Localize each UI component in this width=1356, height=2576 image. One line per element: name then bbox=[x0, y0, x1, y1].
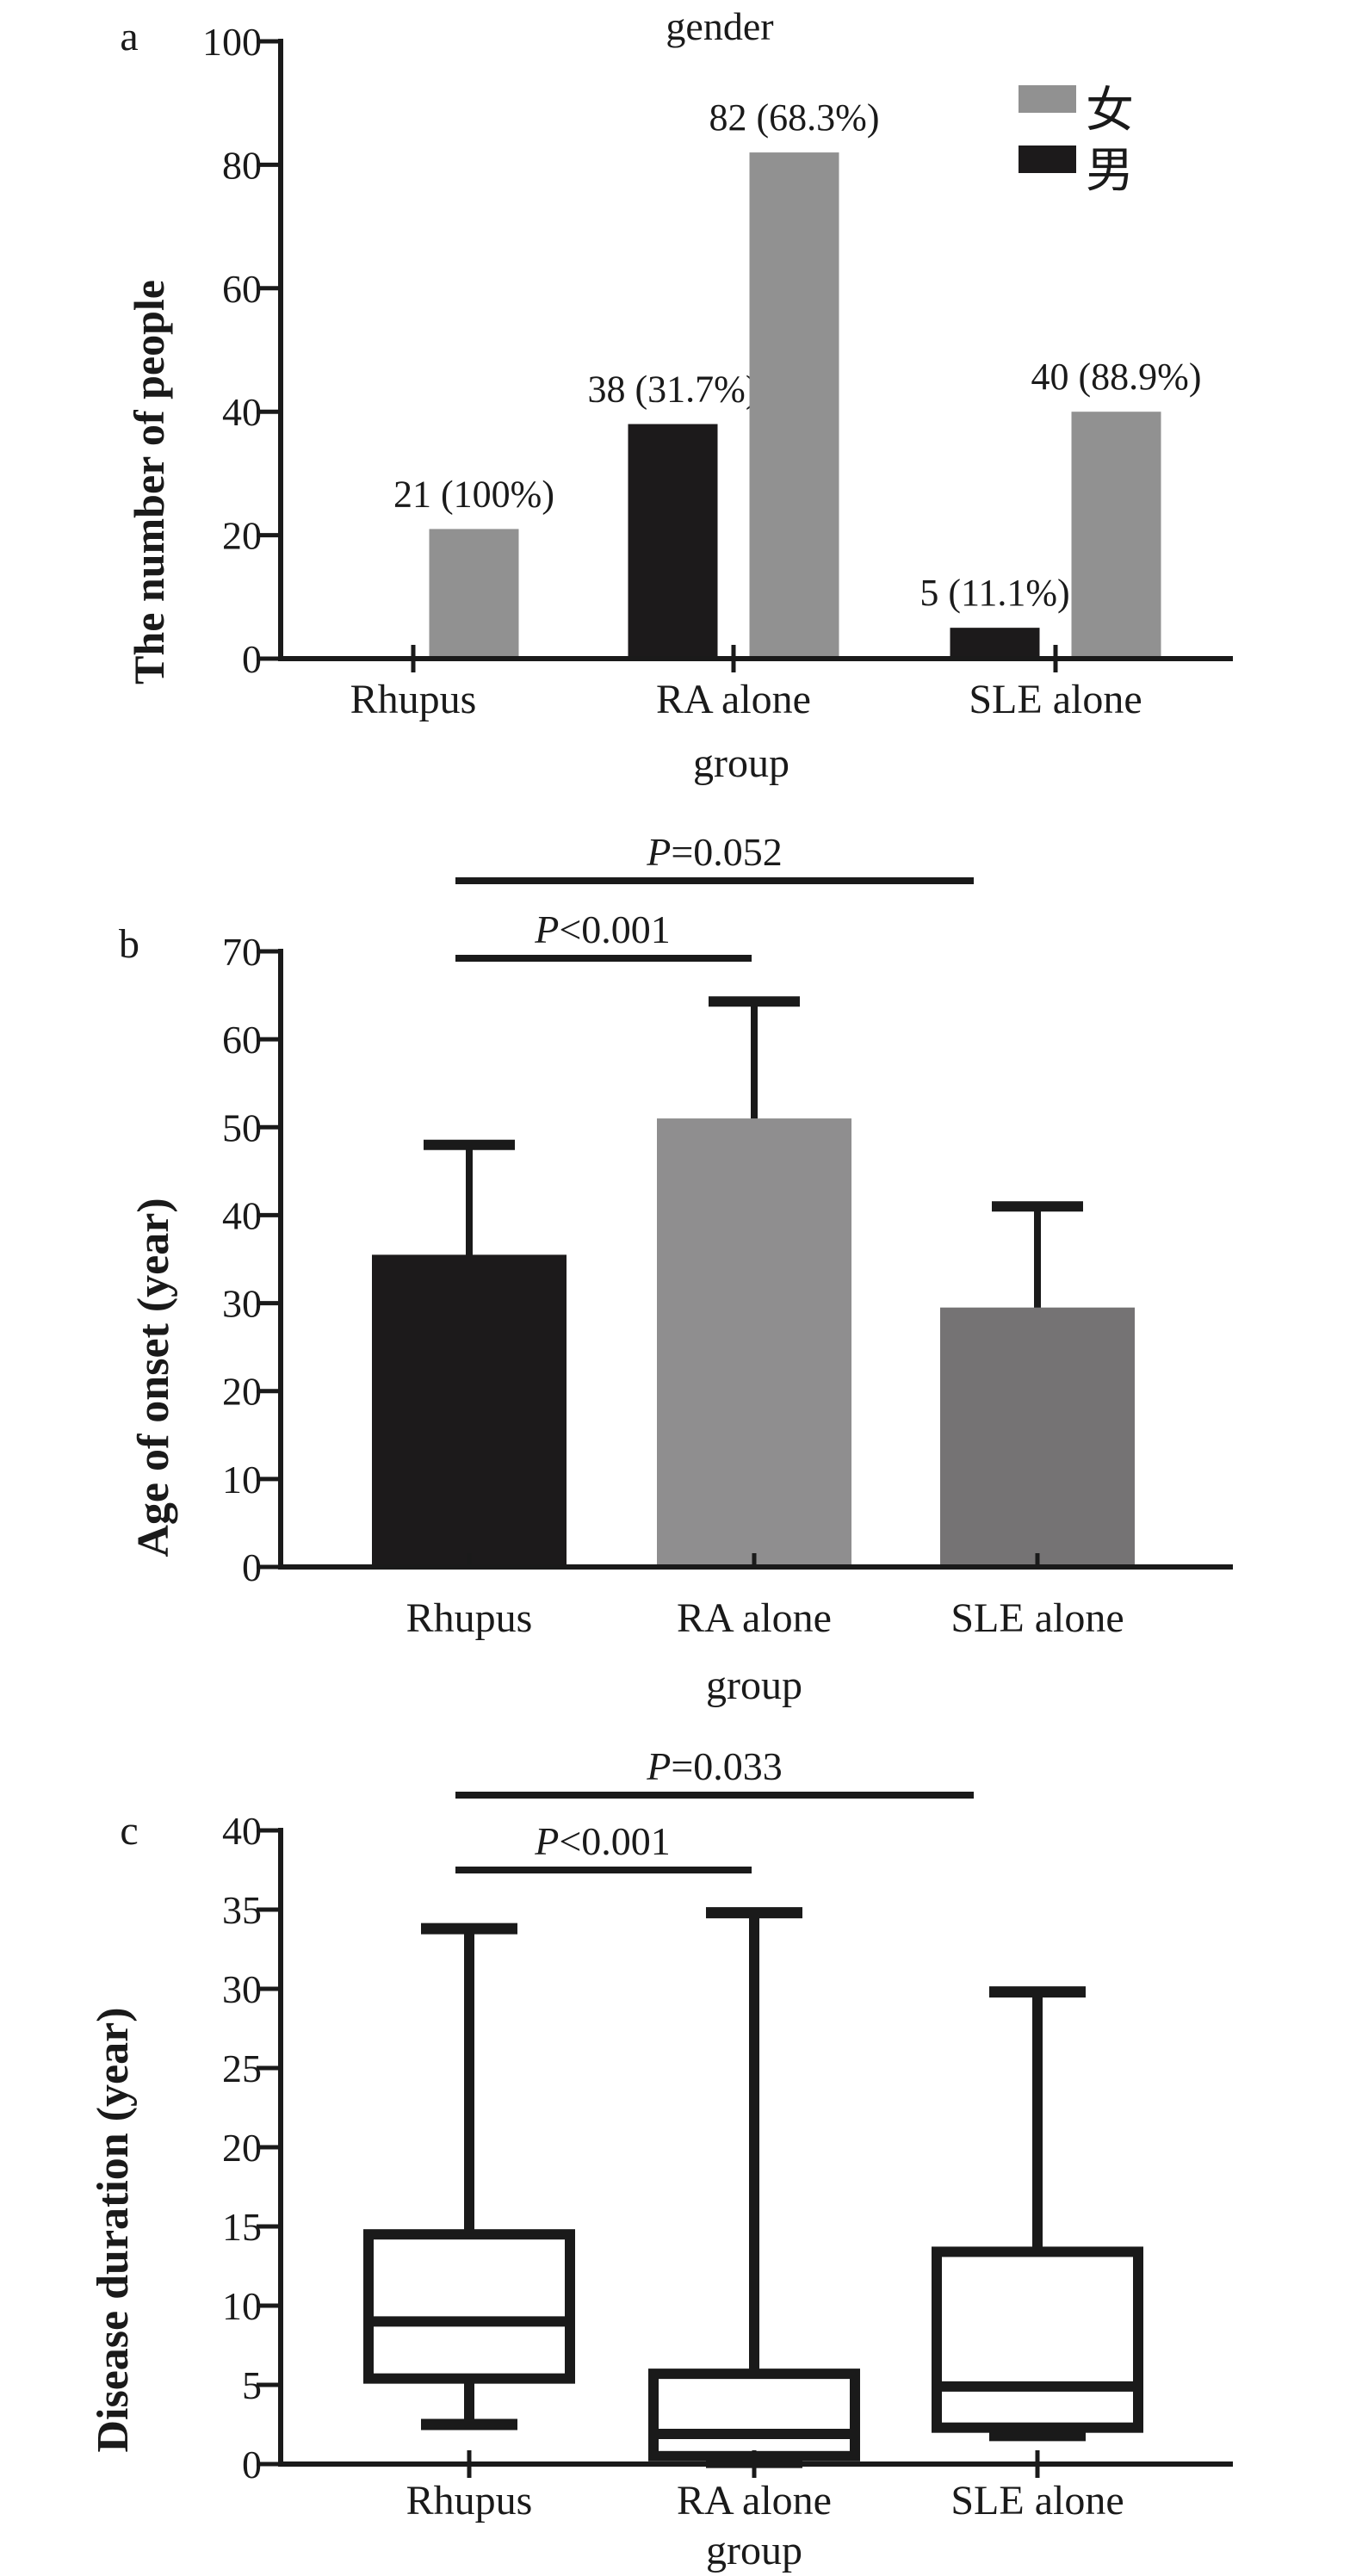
chart-title: gender bbox=[666, 4, 773, 48]
y-tick-label: 25 bbox=[222, 2047, 262, 2090]
bar-female-sle-alone bbox=[1071, 412, 1161, 659]
bar-value-label: 5 (11.1%) bbox=[919, 572, 1069, 614]
legend-label-1: 男 bbox=[1086, 145, 1134, 198]
y-tick-label: 15 bbox=[222, 2205, 262, 2249]
box-ra-alone bbox=[648, 2369, 860, 2461]
x-axis-title: group bbox=[693, 740, 789, 786]
significance-label-1: P<0.001 bbox=[534, 1819, 671, 1863]
x-axis-title: group bbox=[706, 1663, 802, 1708]
bar-value-label: 82 (68.3%) bbox=[709, 96, 880, 139]
x-category-label: SLE alone bbox=[950, 2478, 1124, 2523]
y-axis-title: Disease duration (year) bbox=[89, 2007, 138, 2452]
legend-label-0: 女 bbox=[1086, 84, 1134, 138]
panel-letter-b: b bbox=[119, 921, 139, 967]
x-axis-title: group bbox=[706, 2528, 802, 2573]
y-tick-label: 0 bbox=[242, 2443, 262, 2486]
y-tick-label: 80 bbox=[222, 143, 262, 187]
y-tick-label: 10 bbox=[222, 1458, 262, 1502]
bar-female-ra-alone bbox=[749, 152, 839, 659]
bar-male-sle-alone bbox=[950, 628, 1040, 659]
significance-label-0: P=0.033 bbox=[646, 1744, 783, 1788]
y-tick-label: 40 bbox=[222, 1809, 262, 1853]
panel-letter-a: a bbox=[120, 14, 138, 59]
y-tick-label: 60 bbox=[222, 267, 262, 311]
y-tick-label: 30 bbox=[222, 1282, 262, 1326]
box-sle-alone bbox=[932, 2246, 1143, 2433]
x-category-label: Rhupus bbox=[406, 2478, 533, 2523]
bar-value-label: 40 (88.9%) bbox=[1031, 356, 1202, 398]
y-tick-label: 70 bbox=[222, 930, 262, 974]
box-rhupus bbox=[363, 2229, 575, 2384]
panel-c: c 0 5 10 15 20 25 30 35 40 Rhupus RA alone SLE alone… bbox=[89, 1744, 1233, 2573]
x-category-label: SLE alone bbox=[969, 677, 1142, 722]
y-tick-label: 40 bbox=[222, 1193, 262, 1237]
x-category-label: RA alone bbox=[656, 677, 811, 722]
legend-swatch-1 bbox=[1019, 146, 1076, 173]
y-tick-label: 0 bbox=[242, 637, 262, 681]
y-tick-label: 30 bbox=[222, 1967, 262, 2011]
x-category-label: RA alone bbox=[677, 1595, 832, 1641]
x-category-label: SLE alone bbox=[950, 1595, 1124, 1641]
bar-ra-alone bbox=[657, 1118, 851, 1567]
y-tick-label: 5 bbox=[242, 2363, 262, 2407]
y-tick-label: 20 bbox=[222, 514, 262, 558]
y-tick-label: 0 bbox=[242, 1545, 262, 1589]
bar-female-rhupus bbox=[429, 529, 519, 659]
bar-sle-alone bbox=[940, 1307, 1135, 1567]
panel-letter-c: c bbox=[120, 1808, 138, 1854]
y-tick-label: 20 bbox=[222, 2126, 262, 2170]
y-tick-label: 100 bbox=[202, 20, 262, 64]
x-category-label: RA alone bbox=[677, 2478, 832, 2523]
y-axis-title: The number of people bbox=[125, 280, 173, 684]
y-axis-title: Age of onset (year) bbox=[129, 1198, 178, 1557]
y-tick-label: 35 bbox=[222, 1888, 262, 1932]
x-category-label: Rhupus bbox=[350, 677, 477, 722]
panel-b: b 0 10 20 30 40 50 60 70 Rhupus RA alone SLE alone g… bbox=[119, 830, 1233, 1708]
significance-label-0: P=0.052 bbox=[646, 830, 783, 874]
bar-male-ra-alone bbox=[628, 424, 718, 659]
significance-label-1: P<0.001 bbox=[534, 907, 671, 951]
bar-value-label: 38 (31.7%) bbox=[588, 368, 758, 411]
bar-value-label: 21 (100%) bbox=[393, 473, 554, 515]
y-tick-label: 60 bbox=[222, 1018, 262, 1062]
y-tick-label: 10 bbox=[222, 2284, 262, 2328]
legend-swatch-0 bbox=[1019, 85, 1076, 113]
bar-rhupus bbox=[372, 1254, 567, 1567]
x-category-label: Rhupus bbox=[406, 1595, 533, 1641]
y-tick-label: 50 bbox=[222, 1105, 262, 1149]
y-tick-label: 40 bbox=[222, 390, 262, 434]
y-tick-label: 20 bbox=[222, 1370, 262, 1414]
panel-a: a gender 38 (31.7%) 5 (11.1%) 21 (100%) 82 (6… bbox=[120, 4, 1233, 786]
